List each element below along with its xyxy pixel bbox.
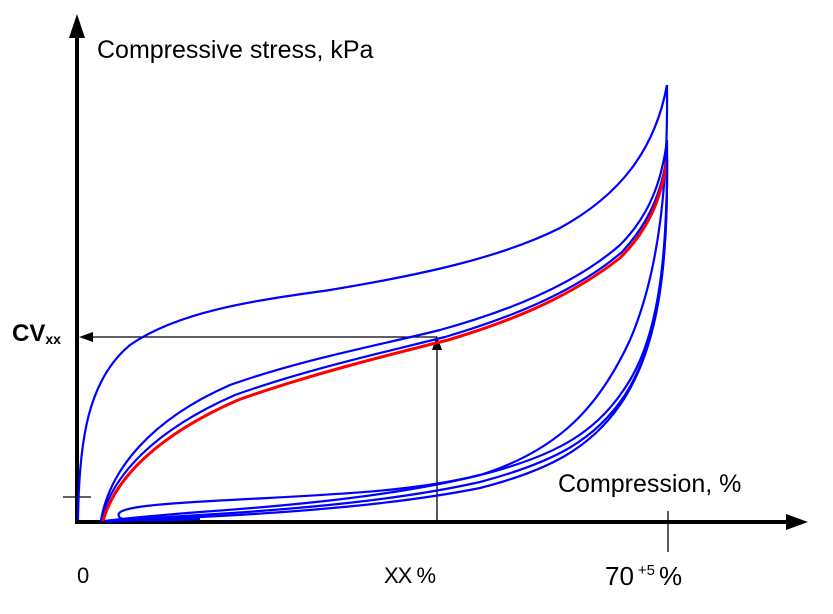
cv-marker-label: CVxx xyxy=(12,320,61,348)
y-axis-arrow xyxy=(69,14,85,38)
cv-subscript: xx xyxy=(45,331,61,347)
x-axis-label: Compression, % xyxy=(558,470,742,498)
cv-text: CV xyxy=(12,320,46,347)
curve-cycle2-loading xyxy=(99,139,669,521)
tick-70-unit: % xyxy=(659,561,683,591)
y-axis-label: Compressive stress, kPa xyxy=(97,36,374,64)
x-tick-label-70: 70 +5% xyxy=(605,561,682,592)
curve-cycle1-loading xyxy=(76,84,669,521)
curve-cycle1-unloading xyxy=(117,84,669,522)
guide-horizontal-arrow xyxy=(79,332,93,342)
x-tick-label-0: 0 xyxy=(77,563,90,588)
curve-cycle2-unloading xyxy=(104,139,669,523)
curve-cycle4-unloading xyxy=(104,159,669,524)
tick-70-tolerance: +5 xyxy=(637,562,656,579)
tick-70-value: 70 xyxy=(605,561,634,591)
curve-cycle3-unloading xyxy=(104,154,669,523)
curve-cycle3-loading xyxy=(99,154,669,522)
curve-cycle4-loading xyxy=(101,159,669,522)
x-tick-label-xx: XX % xyxy=(384,563,436,588)
x-axis-arrow xyxy=(786,514,808,530)
